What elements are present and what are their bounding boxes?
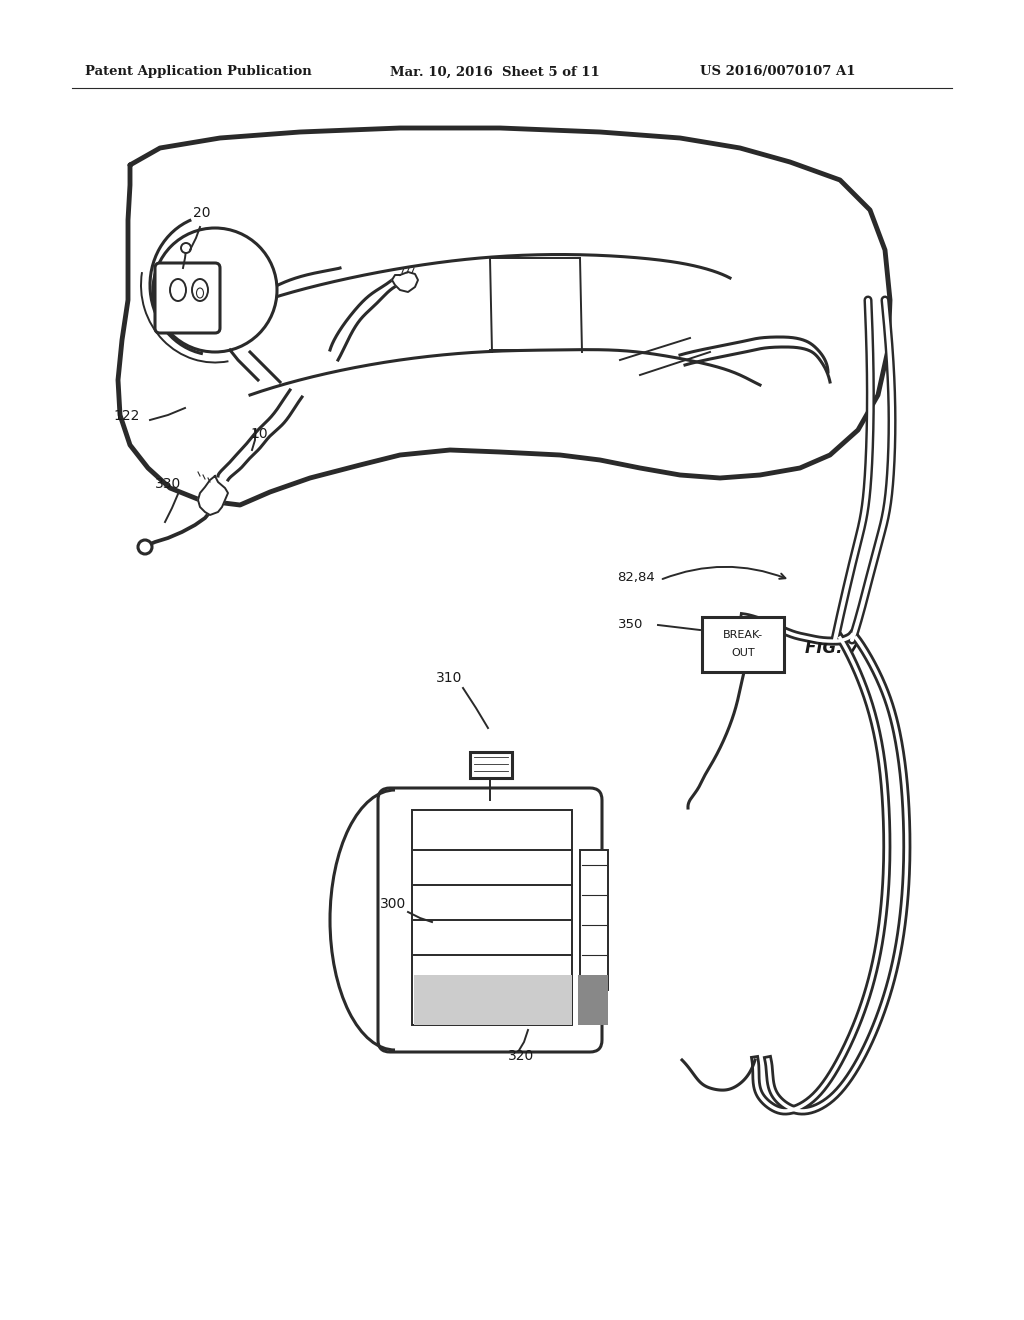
Text: 82,84: 82,84: [617, 572, 655, 585]
Circle shape: [153, 228, 278, 352]
Text: Mar. 10, 2016  Sheet 5 of 11: Mar. 10, 2016 Sheet 5 of 11: [390, 66, 600, 78]
Ellipse shape: [170, 279, 186, 301]
FancyBboxPatch shape: [470, 752, 512, 777]
Text: 320: 320: [508, 1049, 535, 1063]
Text: 10: 10: [250, 426, 267, 441]
FancyBboxPatch shape: [155, 263, 220, 333]
Text: 330: 330: [155, 477, 181, 491]
Text: 20: 20: [193, 206, 211, 220]
Circle shape: [181, 243, 191, 253]
FancyBboxPatch shape: [578, 975, 608, 1026]
Circle shape: [138, 540, 152, 554]
Text: 300: 300: [380, 898, 407, 911]
Text: Patent Application Publication: Patent Application Publication: [85, 66, 311, 78]
Polygon shape: [392, 272, 418, 292]
FancyBboxPatch shape: [414, 975, 572, 1026]
Text: BREAK-: BREAK-: [723, 630, 763, 640]
Text: US 2016/0070107 A1: US 2016/0070107 A1: [700, 66, 855, 78]
Text: 122: 122: [113, 409, 139, 422]
Text: 310: 310: [436, 671, 463, 685]
Ellipse shape: [197, 288, 204, 298]
Polygon shape: [118, 128, 890, 506]
FancyBboxPatch shape: [580, 850, 608, 990]
FancyBboxPatch shape: [412, 810, 572, 1026]
Polygon shape: [198, 477, 228, 515]
FancyBboxPatch shape: [378, 788, 602, 1052]
Text: FIG. 7: FIG. 7: [805, 639, 860, 657]
Text: OUT: OUT: [731, 648, 755, 657]
FancyBboxPatch shape: [702, 616, 784, 672]
Ellipse shape: [193, 279, 208, 301]
Text: 350: 350: [617, 619, 643, 631]
